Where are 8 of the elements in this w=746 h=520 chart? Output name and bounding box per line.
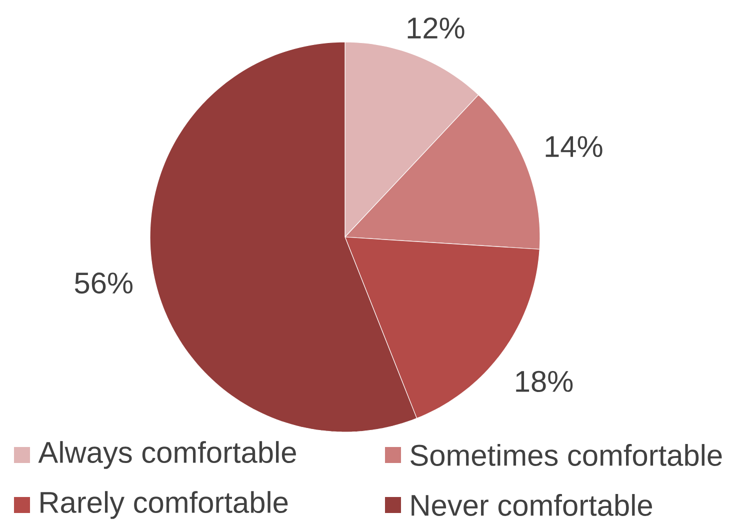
data-label: 56% xyxy=(74,272,132,294)
legend-label: Rarely comfortable xyxy=(40,491,288,519)
data-label: 18% xyxy=(516,370,573,392)
data-label: 14% xyxy=(546,136,602,158)
legend-label: Sometimes comfortable xyxy=(410,444,722,466)
legend-label: Always comfortable xyxy=(38,441,296,469)
legend-label: Never comfortable xyxy=(412,494,652,516)
data-label: 12% xyxy=(408,17,464,39)
